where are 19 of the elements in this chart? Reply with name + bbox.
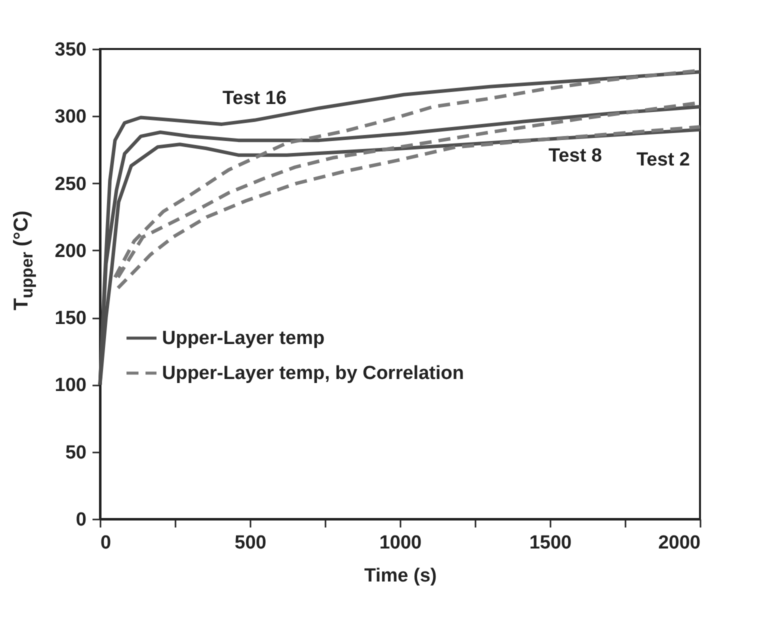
legend-label: Upper-Layer temp	[162, 328, 325, 350]
x-tick-label: 1500	[529, 532, 572, 554]
annotation: Test 2	[636, 150, 690, 171]
annotation: Test 16	[222, 88, 287, 110]
y-tick-label: 0	[76, 510, 86, 530]
legend-label: Upper-Layer temp, by Correlation	[162, 363, 464, 384]
y-tick-label: 300	[54, 106, 86, 128]
x-tick-label: 500	[234, 532, 266, 554]
y-tick-label: 250	[54, 174, 86, 195]
x-tick-label: 0	[100, 532, 112, 554]
y-tick-label: 200	[54, 240, 86, 262]
y-tick-label: 150	[54, 308, 86, 330]
x-tick-label: 1000	[379, 532, 422, 554]
y-tick-label: 100	[54, 375, 86, 396]
x-axis-title: Time (s)	[364, 566, 437, 586]
annotation: Test 8	[548, 145, 602, 166]
y-tick-label: 50	[65, 442, 86, 464]
y-tick-label: 350	[54, 40, 86, 60]
x-tick-label: 2000	[658, 532, 700, 554]
